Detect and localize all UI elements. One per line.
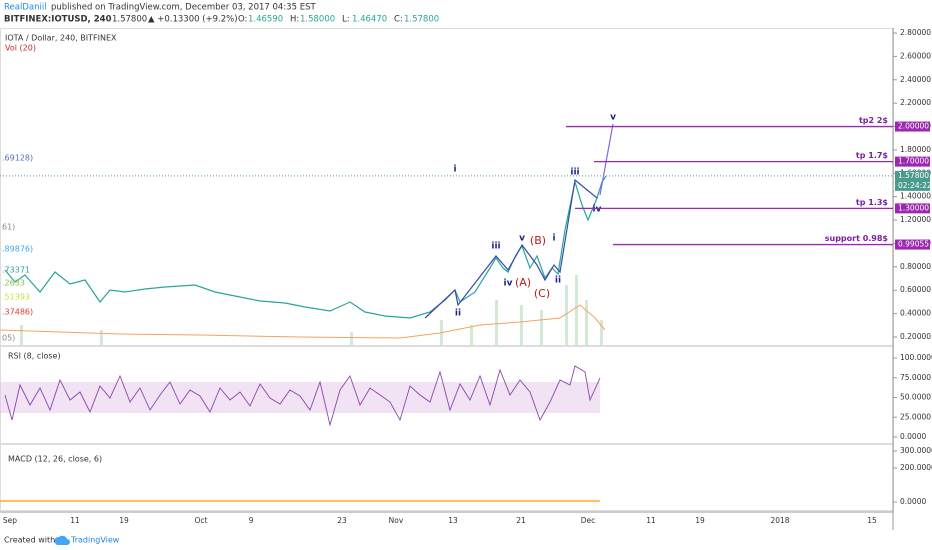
ohlc-key: C: [394, 15, 403, 25]
wave-label: iv [504, 279, 513, 289]
price-tick-label: 0.80000 [900, 262, 931, 271]
time-label: Nov [389, 516, 404, 525]
wave-label: (B) [530, 234, 546, 247]
ohlc-value: 1.57800 [404, 15, 439, 25]
change: ▲ +0.13300 (+9.2%) [148, 15, 238, 25]
level-tag-label: 0.99055 [898, 240, 929, 249]
level-label: tp 1.7$ [856, 151, 889, 160]
projection-line [599, 123, 614, 196]
time-label: 19 [695, 516, 705, 525]
wave-label: v [519, 234, 525, 244]
level-tag-label: 1.30000 [898, 203, 929, 212]
chart-title: IOTA / Dollar, 240, BITFINEX [5, 34, 117, 43]
wave-label: i [552, 234, 555, 244]
fragment: .51393 [2, 293, 30, 302]
level-label: tp 1.3$ [856, 198, 889, 207]
published: published on TradingView.com, December 0… [51, 3, 316, 13]
level-tag-label: 2.00000 [898, 122, 929, 131]
time-label: Oct [195, 516, 208, 525]
fragment: .37486) [2, 308, 33, 317]
rsi-tick-label: 50.0000 [900, 393, 931, 402]
last-price-label: 1.57800 [898, 171, 929, 180]
level-label: tp2 2$ [859, 116, 888, 125]
time-label: Dec [581, 516, 596, 525]
time-label: 13 [448, 516, 458, 525]
publisher[interactable]: RealDaniil [4, 3, 47, 13]
price-tick-label: 0.60000 [900, 285, 931, 294]
level-tag [895, 203, 930, 214]
time-label: 21 [516, 516, 526, 525]
wave-label: (A) [515, 276, 531, 289]
price-tick-label: 0.20000 [900, 332, 931, 341]
ohlc: O: 1.46590 H: 1.58000 L: 1.46470 C: 1.57800 [238, 15, 439, 25]
macd-tick-label: 300.0000 [900, 446, 932, 455]
macd-tick-label: 0.0000 [900, 497, 926, 506]
ohlc-value: 1.58000 [300, 15, 335, 25]
rsi-tick-label: 25.0000 [900, 412, 931, 421]
rsi-line [4, 365, 601, 427]
level-tag [895, 239, 930, 250]
wave-label: iv [593, 205, 602, 215]
price-tick-label: 2.20000 [900, 98, 931, 107]
footer-brand[interactable]: TradingView [70, 536, 120, 545]
wave-label: v [610, 113, 616, 123]
volume-ma [0, 304, 606, 339]
price-tick-label: 2.80000 [900, 28, 931, 37]
rsi-tick-label: 75.0000 [900, 373, 931, 382]
ohlc-key: L: [342, 15, 350, 25]
ohlc-value: 1.46470 [352, 15, 387, 25]
ohlc-key: O: [238, 15, 247, 25]
wave-line [424, 178, 598, 319]
macd-title: MACD (12, 26, close, 6) [8, 455, 102, 464]
wave-label: i [453, 165, 456, 175]
time-label: 2018 [770, 516, 789, 525]
time-label: 9 [249, 516, 254, 525]
wave-label: ii [555, 276, 561, 286]
ohlc-key: H: [290, 15, 299, 25]
price-tick-label: 2.60000 [900, 51, 931, 60]
fragment: .2633 [2, 279, 25, 288]
macd-tick-label: 200.0000 [900, 463, 932, 472]
price-tick-label: 2.40000 [900, 75, 931, 84]
rsi-tick-label: 0.0000 [900, 432, 926, 441]
rsi-band [0, 382, 600, 413]
volume-label: Vol (20) [5, 44, 36, 53]
price-tick-label: 1.80000 [900, 145, 931, 154]
rsi-title: RSI (8, close) [8, 352, 61, 361]
last: 1.57800 [112, 15, 147, 25]
time-label: 11 [70, 516, 80, 525]
time-label: 11 [646, 516, 656, 525]
level-tag [895, 121, 930, 132]
last-price-tag [895, 170, 930, 191]
time-label: Sep [3, 516, 17, 525]
wave-label: iii [491, 242, 500, 252]
price-tick-label: 0.40000 [900, 309, 931, 318]
footer-created: Created with [4, 536, 55, 545]
price-line [4, 175, 607, 319]
price-tick-label: 1.20000 [900, 215, 931, 224]
fragment: .89876) [2, 245, 33, 254]
price-tick-label: 1.40000 [900, 192, 931, 201]
countdown: 02:24:22 [898, 181, 932, 190]
level-label: support 0.98$ [825, 234, 889, 243]
rsi-tick-label: 100.0000 [900, 353, 932, 362]
fragment: 05) [2, 334, 15, 343]
wave-label: iii [570, 168, 579, 178]
logo [54, 535, 70, 545]
wave-label: (C) [534, 287, 550, 300]
level-tag-label: 1.70000 [898, 157, 929, 166]
symbol: BITFINEX:IOTUSD, 240 [4, 15, 112, 25]
wave-label: ii [455, 309, 461, 319]
ohlc-value: 1.46590 [248, 15, 283, 25]
level-tag [895, 156, 930, 167]
fragment: 61) [2, 223, 15, 232]
time-label: 15 [867, 516, 877, 525]
fragment: .73371 [2, 266, 30, 275]
fragment: .69128) [2, 154, 33, 163]
time-label: 19 [119, 516, 129, 525]
time-label: 23 [337, 516, 347, 525]
